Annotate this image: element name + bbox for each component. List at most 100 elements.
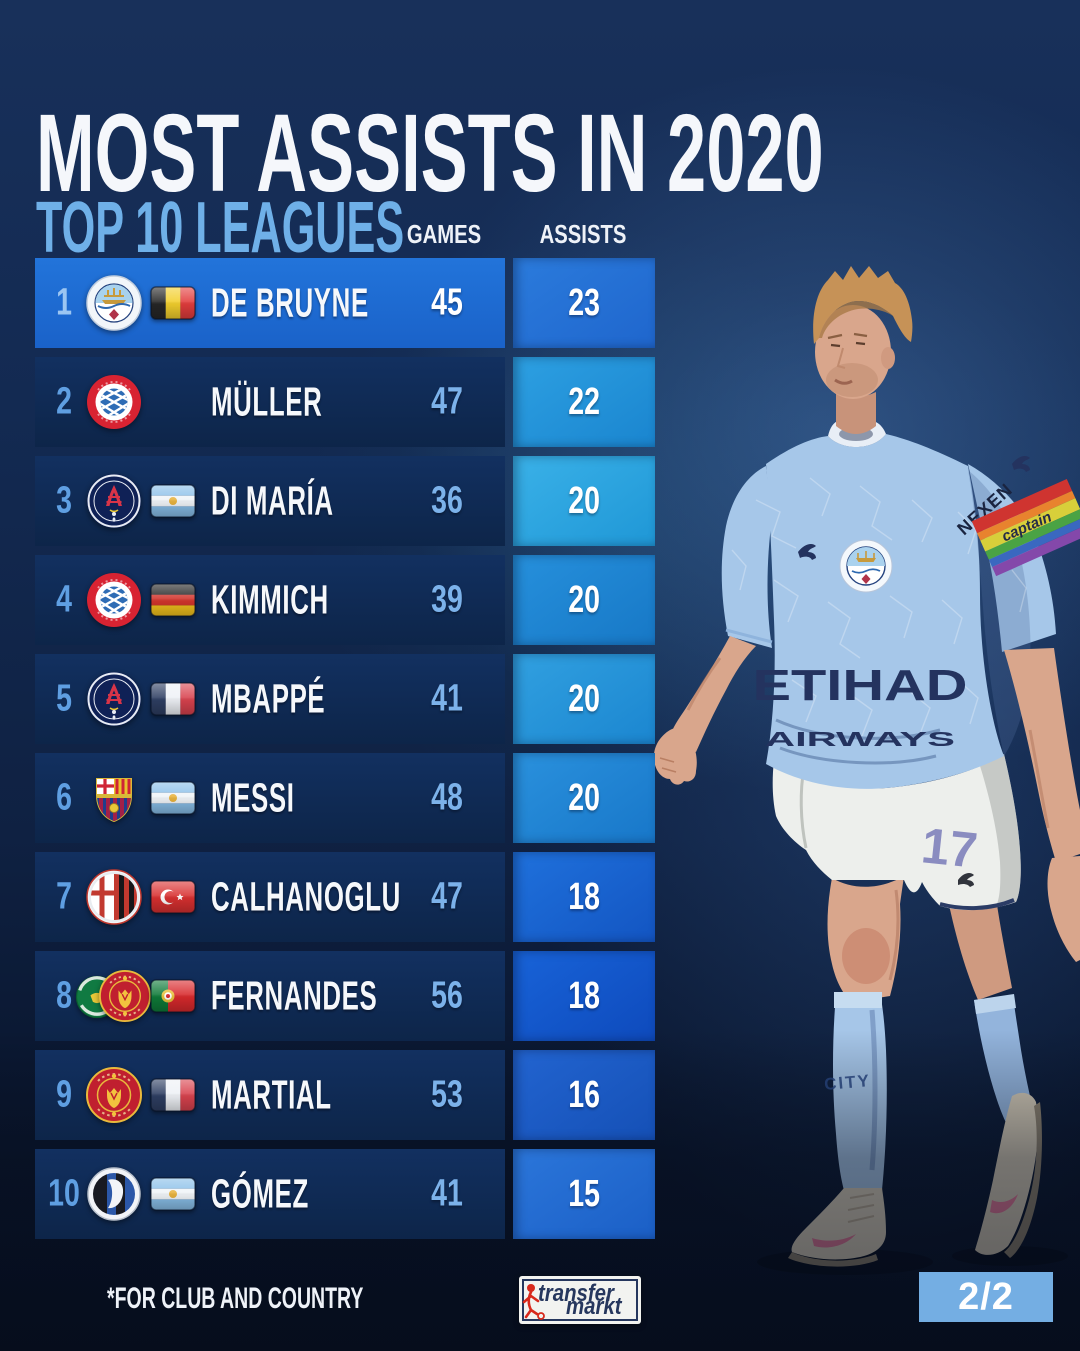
flag-turkey bbox=[150, 880, 196, 914]
club-badge-manchester-united bbox=[86, 1067, 142, 1123]
assists-cell: 20 bbox=[513, 654, 655, 744]
assists-value: 15 bbox=[568, 1172, 600, 1215]
row-main: 8 FERNANDES 56 bbox=[35, 951, 505, 1041]
games-value: 56 bbox=[431, 974, 463, 1017]
column-header-assists: ASSISTS bbox=[539, 219, 627, 249]
page-indicator-label: 2/2 bbox=[958, 1275, 1014, 1318]
row-main: 10 GÓMEZ 41 bbox=[35, 1149, 505, 1239]
player-shorts-number: 17 bbox=[919, 817, 980, 879]
player-sock-label: CITY bbox=[823, 1071, 871, 1094]
transfermarkt-logo-text-bottom: markt bbox=[566, 1293, 622, 1320]
assists-cell: 23 bbox=[513, 258, 655, 348]
table-row: 9 MARTIAL 53 16 bbox=[35, 1050, 655, 1140]
club-badge-psg bbox=[87, 672, 141, 726]
player-front-thigh bbox=[827, 876, 904, 1002]
club-badge-ac-milan bbox=[86, 869, 142, 925]
row-main: 1 DE BRUYNE 45 bbox=[35, 258, 505, 348]
table-row: 3 DI MARÍA 36 20 bbox=[35, 456, 655, 546]
games-value: 47 bbox=[431, 875, 463, 918]
player-shorts bbox=[772, 754, 1021, 911]
ranking-table: 1 DE BRUYNE 45 23 2 MÜLLER 47 22 3 DI MARÍA 36 2… bbox=[35, 258, 655, 1250]
table-row: 10 GÓMEZ 41 15 bbox=[35, 1149, 655, 1239]
transfermarkt-figure-icon bbox=[522, 1284, 545, 1320]
games-value: 48 bbox=[431, 776, 463, 819]
table-row: 2 MÜLLER 47 22 bbox=[35, 357, 655, 447]
club-badges bbox=[86, 374, 146, 430]
player-back-boot bbox=[975, 1092, 1039, 1255]
games-value: 39 bbox=[431, 578, 463, 621]
table-row: 1 DE BRUYNE 45 23 bbox=[35, 258, 655, 348]
puma-logo-shoulder-icon bbox=[1012, 456, 1030, 472]
player-name: MARTIAL bbox=[211, 1071, 332, 1118]
shirt-sponsor-line1: ETIHAD bbox=[753, 661, 968, 710]
player-name: KIMMICH bbox=[211, 576, 329, 623]
manchester-city-crest-icon bbox=[839, 539, 893, 593]
player-name: DE BRUYNE bbox=[211, 279, 369, 326]
club-badge-bayern-munich bbox=[87, 375, 141, 429]
flag-belgium bbox=[150, 286, 196, 320]
flag-wrap bbox=[150, 286, 196, 320]
rank-label: 10 bbox=[48, 1172, 80, 1215]
table-row: 7 CALHANOGLU 47 18 bbox=[35, 852, 655, 942]
games-value: 41 bbox=[431, 1172, 463, 1215]
page-indicator-badge: 2/2 bbox=[919, 1272, 1053, 1322]
assists-cell: 18 bbox=[513, 852, 655, 942]
flag-argentina bbox=[150, 1177, 196, 1211]
rank-label: 7 bbox=[56, 875, 72, 918]
row-main: 6 MESSI 48 bbox=[35, 753, 505, 843]
assists-value: 16 bbox=[568, 1073, 600, 1116]
table-row: 5 MBAPPÉ 41 20 bbox=[35, 654, 655, 744]
player-name: MBAPPÉ bbox=[211, 675, 326, 722]
assists-cell: 15 bbox=[513, 1149, 655, 1239]
flag-wrap bbox=[150, 979, 196, 1013]
rank-label: 4 bbox=[56, 578, 72, 621]
row-main: 3 DI MARÍA 36 bbox=[35, 456, 505, 546]
rank-label: 3 bbox=[56, 479, 72, 522]
player-name: MÜLLER bbox=[211, 378, 323, 425]
assists-cell: 20 bbox=[513, 555, 655, 645]
flag-portugal bbox=[150, 979, 196, 1013]
rank-label: 9 bbox=[56, 1073, 72, 1116]
flag-wrap bbox=[150, 781, 196, 815]
flag-france bbox=[150, 682, 196, 716]
player-face bbox=[815, 305, 891, 399]
flag-wrap bbox=[150, 1078, 196, 1112]
flag-wrap bbox=[150, 484, 196, 518]
footnote: *FOR CLUB AND COUNTRY bbox=[107, 1282, 364, 1315]
assists-value: 20 bbox=[568, 578, 600, 621]
player-name: FERNANDES bbox=[211, 972, 378, 1019]
assists-value: 20 bbox=[568, 776, 600, 819]
club-badges bbox=[75, 968, 151, 1024]
player-name: MESSI bbox=[211, 774, 295, 821]
club-badge-manchester-city bbox=[86, 275, 142, 331]
column-header-games: GAMES bbox=[406, 219, 482, 249]
club-badges bbox=[86, 1067, 146, 1123]
table-row: 8 FERNANDES 56 18 bbox=[35, 951, 655, 1041]
assists-value: 20 bbox=[568, 479, 600, 522]
row-main: 5 MBAPPÉ 41 bbox=[35, 654, 505, 744]
games-value: 36 bbox=[431, 479, 463, 522]
assists-value: 22 bbox=[568, 380, 600, 423]
assists-cell: 18 bbox=[513, 951, 655, 1041]
flag-argentina bbox=[150, 781, 196, 815]
puma-logo-icon bbox=[798, 544, 816, 560]
club-badges bbox=[86, 869, 146, 925]
player-shirt bbox=[766, 434, 1004, 789]
page-title: MOST ASSISTS IN 2020 bbox=[36, 91, 824, 215]
rank-label: 1 bbox=[56, 281, 72, 324]
club-badge-bayern-munich bbox=[87, 573, 141, 627]
assists-value: 18 bbox=[568, 875, 600, 918]
games-value: 47 bbox=[431, 380, 463, 423]
player-front-boot bbox=[791, 1188, 886, 1260]
games-value: 41 bbox=[431, 677, 463, 720]
rank-label: 6 bbox=[56, 776, 72, 819]
rank-label: 5 bbox=[56, 677, 72, 720]
shirt-sponsor-line2: AIRWAYS bbox=[765, 729, 955, 751]
club-badge-barcelona bbox=[96, 778, 132, 822]
player-name: GÓMEZ bbox=[211, 1170, 309, 1217]
flag-argentina bbox=[150, 484, 196, 518]
flag-wrap bbox=[150, 682, 196, 716]
player-name: CALHANOGLU bbox=[211, 873, 401, 920]
assists-value: 18 bbox=[568, 974, 600, 1017]
club-badges bbox=[86, 572, 146, 628]
